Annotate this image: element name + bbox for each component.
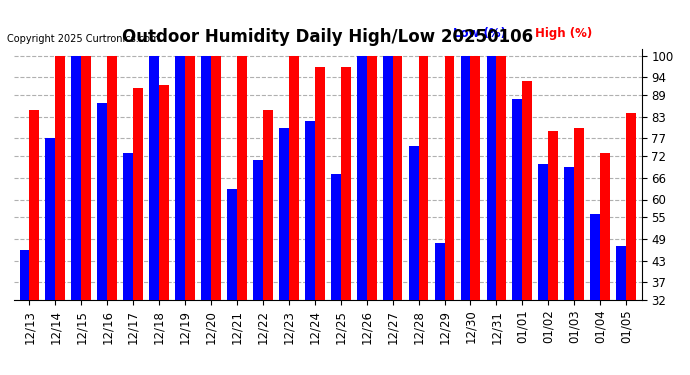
- Bar: [600, 153, 610, 375]
- Bar: [201, 56, 211, 375]
- Bar: [564, 167, 574, 375]
- Bar: [71, 56, 81, 375]
- Bar: [471, 56, 480, 375]
- Bar: [486, 56, 496, 375]
- Bar: [253, 160, 263, 375]
- Bar: [444, 56, 455, 375]
- Bar: [124, 153, 133, 375]
- Bar: [616, 246, 626, 375]
- Bar: [289, 56, 299, 375]
- Bar: [133, 88, 143, 375]
- Bar: [357, 56, 366, 375]
- Bar: [55, 56, 65, 375]
- Bar: [227, 189, 237, 375]
- Bar: [522, 81, 532, 375]
- Bar: [366, 56, 377, 375]
- Bar: [237, 56, 247, 375]
- Bar: [538, 164, 549, 375]
- Bar: [626, 113, 636, 375]
- Bar: [591, 214, 600, 375]
- Bar: [419, 56, 428, 375]
- Bar: [149, 56, 159, 375]
- Bar: [408, 146, 419, 375]
- Bar: [81, 56, 91, 375]
- Text: Low (%): Low (%): [453, 27, 506, 40]
- Bar: [305, 120, 315, 375]
- Bar: [393, 56, 402, 375]
- Bar: [159, 85, 169, 375]
- Bar: [513, 99, 522, 375]
- Bar: [496, 56, 506, 375]
- Bar: [185, 56, 195, 375]
- Bar: [383, 56, 393, 375]
- Bar: [107, 56, 117, 375]
- Bar: [175, 56, 185, 375]
- Bar: [549, 131, 558, 375]
- Bar: [97, 103, 107, 375]
- Text: High (%): High (%): [535, 27, 592, 40]
- Text: Copyright 2025 Curtronics.com: Copyright 2025 Curtronics.com: [7, 34, 159, 44]
- Bar: [574, 128, 584, 375]
- Bar: [279, 128, 289, 375]
- Bar: [46, 138, 55, 375]
- Title: Outdoor Humidity Daily High/Low 20250106: Outdoor Humidity Daily High/Low 20250106: [122, 28, 533, 46]
- Bar: [211, 56, 221, 375]
- Bar: [331, 174, 341, 375]
- Bar: [19, 250, 30, 375]
- Bar: [263, 110, 273, 375]
- Bar: [315, 67, 324, 375]
- Bar: [341, 67, 351, 375]
- Bar: [461, 56, 471, 375]
- Bar: [30, 110, 39, 375]
- Bar: [435, 243, 444, 375]
